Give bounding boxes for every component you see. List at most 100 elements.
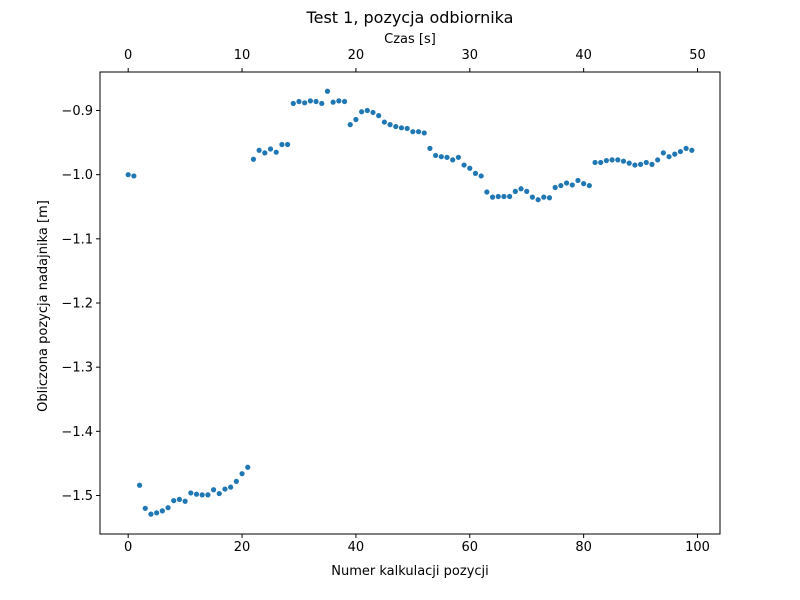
data-point: [535, 197, 541, 203]
data-point: [666, 154, 672, 160]
data-point: [199, 492, 205, 498]
data-point: [421, 130, 427, 136]
data-point: [637, 161, 644, 167]
data-point: [222, 486, 228, 492]
data-point: [603, 157, 610, 164]
data-point: [450, 157, 456, 163]
x-tick-label: 40: [348, 540, 365, 555]
data-point: [171, 498, 177, 504]
data-point: [319, 100, 325, 107]
data-point: [393, 123, 399, 130]
data-point: [296, 98, 302, 105]
data-point: [302, 100, 308, 106]
data-point: [336, 98, 342, 104]
x-axis-label: Numer kalkulacji pozycji: [331, 564, 489, 579]
x-tick-label: 20: [234, 540, 251, 555]
data-point: [592, 159, 598, 166]
x2-tick-label: 20: [348, 48, 365, 63]
data-point: [228, 484, 234, 490]
y-tick-label: −1.2: [61, 297, 93, 312]
data-point: [279, 141, 285, 148]
data-point: [159, 508, 165, 514]
data-point: [370, 109, 376, 116]
x-tick-label: 0: [124, 540, 132, 555]
data-point: [598, 159, 604, 166]
y-tick-label: −1.3: [61, 361, 93, 376]
data-point: [233, 478, 239, 484]
y-axis-ticks: −1.5 −1.4 −1.3 −1.2 −1.1 −1.0 −0.9: [61, 104, 100, 504]
data-point: [438, 154, 444, 160]
data-point: [182, 498, 188, 504]
data-point: [489, 194, 496, 200]
data-point: [307, 98, 313, 104]
data-point: [563, 180, 570, 186]
data-point: [125, 172, 131, 178]
x2-tick-label: 0: [124, 48, 132, 63]
data-point: [529, 194, 536, 200]
data-point: [216, 490, 222, 497]
data-point: [250, 156, 257, 162]
data-point: [455, 154, 461, 160]
data-point: [495, 193, 501, 200]
x2-axis-ticks: 0 10 20 30 40 50: [124, 48, 706, 72]
data-point: [398, 125, 405, 131]
data-point: [376, 113, 382, 119]
data-point: [381, 119, 387, 125]
data-point: [643, 159, 649, 166]
x-tick-label: 80: [575, 540, 592, 555]
data-point: [620, 158, 627, 164]
data-point: [524, 188, 530, 194]
data-point: [330, 99, 336, 105]
data-point: [541, 194, 547, 200]
data-point: [546, 195, 553, 201]
data-point: [136, 482, 143, 488]
plot-frame: [99, 71, 721, 535]
data-point: [484, 189, 490, 195]
data-point: [427, 145, 433, 151]
data-point: [176, 496, 183, 502]
data-point: [472, 170, 479, 176]
y-tick-label: −0.9: [61, 104, 93, 119]
data-point: [210, 487, 217, 493]
data-point: [364, 107, 370, 114]
data-point: [341, 98, 348, 105]
data-point: [558, 182, 564, 189]
data-point: [632, 162, 638, 168]
data-point: [609, 157, 615, 163]
data-point: [512, 188, 518, 194]
data-point: [188, 490, 194, 496]
data-point: [313, 98, 319, 105]
data-point: [467, 165, 473, 171]
data-point: [353, 116, 359, 123]
data-point: [655, 157, 661, 163]
data-point: [581, 181, 587, 187]
data-point: [501, 193, 507, 200]
x2-tick-label: 10: [234, 48, 251, 63]
x-tick-label: 100: [685, 540, 710, 555]
data-point: [404, 125, 410, 132]
data-point: [683, 145, 689, 151]
data-point: [165, 505, 171, 511]
data-point: [324, 88, 331, 94]
data-point: [142, 505, 148, 511]
data-point: [131, 173, 137, 179]
data-point: [518, 186, 524, 192]
data-point: [507, 193, 513, 200]
x2-tick-label: 40: [575, 48, 592, 63]
x2-axis-label: Czas [s]: [384, 32, 436, 47]
data-point: [410, 129, 416, 135]
y-tick-label: −1.4: [61, 425, 93, 440]
data-point: [461, 162, 467, 168]
data-points: [125, 88, 695, 517]
data-point: [677, 148, 684, 155]
data-point: [649, 161, 655, 167]
data-point: [433, 152, 439, 159]
x-axis-ticks: 0 20 40 60 80 100: [124, 534, 710, 555]
y-tick-label: −1.1: [61, 232, 93, 247]
data-point: [615, 157, 621, 163]
data-point: [387, 122, 393, 128]
data-point: [148, 511, 154, 517]
chart-title: Test 1, pozycja odbiornika: [306, 8, 514, 27]
data-point: [256, 147, 262, 153]
